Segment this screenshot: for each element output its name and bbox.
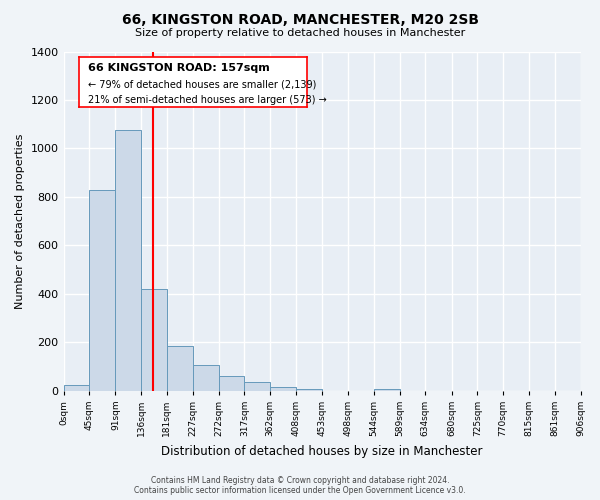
- Bar: [167, 346, 193, 391]
- Text: 66, KINGSTON ROAD, MANCHESTER, M20 2SB: 66, KINGSTON ROAD, MANCHESTER, M20 2SB: [121, 12, 479, 26]
- Bar: [219, 376, 244, 391]
- Text: Contains HM Land Registry data © Crown copyright and database right 2024.: Contains HM Land Registry data © Crown c…: [151, 476, 449, 485]
- Bar: [296, 389, 322, 391]
- Bar: [89, 190, 115, 391]
- X-axis label: Distribution of detached houses by size in Manchester: Distribution of detached houses by size …: [161, 444, 483, 458]
- Bar: [115, 130, 141, 391]
- Bar: [64, 384, 89, 391]
- Bar: [244, 382, 270, 391]
- Bar: [270, 388, 296, 391]
- Text: Size of property relative to detached houses in Manchester: Size of property relative to detached ho…: [135, 28, 465, 38]
- Text: Contains public sector information licensed under the Open Government Licence v3: Contains public sector information licen…: [134, 486, 466, 495]
- Bar: [374, 389, 400, 391]
- Bar: [141, 289, 167, 391]
- Y-axis label: Number of detached properties: Number of detached properties: [15, 134, 25, 309]
- Bar: [193, 366, 219, 391]
